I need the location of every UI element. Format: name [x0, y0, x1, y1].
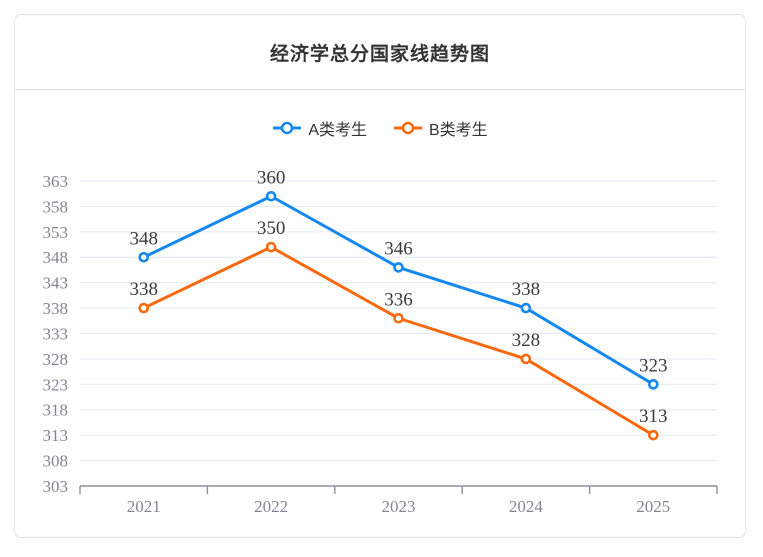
- x-tick-label: 2021: [127, 497, 161, 516]
- data-label: 346: [384, 238, 413, 259]
- y-tick-label: 338: [43, 299, 69, 318]
- data-label: 348: [129, 228, 158, 249]
- y-tick-label: 308: [43, 452, 69, 471]
- x-tick-label: 2022: [254, 497, 288, 516]
- y-tick-label: 333: [43, 324, 69, 343]
- chart-title: 经济学总分国家线趋势图: [269, 43, 490, 65]
- data-point[interactable]: [647, 379, 659, 390]
- line-chart: 303 308 313 318 323 328 333 338 343 348 353 358 363 2…: [43, 167, 718, 516]
- data-point[interactable]: [393, 312, 404, 324]
- data-point[interactable]: [520, 302, 532, 314]
- series-line-b: [142, 245, 655, 437]
- y-tick-label: 363: [43, 172, 69, 191]
- data-point[interactable]: [265, 190, 277, 202]
- x-tick-label: 2024: [509, 497, 544, 516]
- data-label: 338: [129, 279, 158, 300]
- y-tick-label: 313: [43, 426, 69, 445]
- chart-card: 经济学总分国家线趋势图 A类考生 B类考生 303 308 313 318 323 328 3…: [14, 14, 746, 538]
- data-label: 323: [639, 355, 668, 376]
- y-tick-label: 323: [43, 375, 69, 394]
- x-tick-label: 2025: [636, 497, 670, 516]
- legend-line-icon: [394, 121, 422, 135]
- data-label: 360: [257, 167, 286, 188]
- data-label: 336: [384, 289, 413, 310]
- y-tick-label: 353: [43, 223, 69, 242]
- legend-icon-circle: [401, 121, 415, 135]
- legend-line-icon: [273, 121, 302, 135]
- data-label: 313: [639, 406, 668, 427]
- y-tick-label: 343: [43, 274, 69, 293]
- data-point[interactable]: [265, 241, 277, 253]
- y-tick-label: 303: [43, 477, 69, 496]
- data-point[interactable]: [138, 251, 149, 263]
- legend-label: A类考生: [308, 122, 367, 139]
- legend: A类考生 B类考生: [15, 116, 745, 140]
- data-label: 350: [257, 218, 286, 239]
- data-label: 328: [512, 330, 541, 351]
- y-tick-label: 358: [43, 197, 69, 216]
- data-point[interactable]: [520, 353, 532, 365]
- data-point[interactable]: [647, 429, 659, 441]
- chart-card-body: A类考生 B类考生 303 308 313 318 323 328 333 338 343 348 3…: [15, 90, 745, 538]
- y-tick-label: 328: [43, 350, 69, 369]
- legend-icon-circle: [281, 121, 294, 135]
- x-tick-label: 2023: [382, 497, 416, 516]
- chart-card-header: 经济学总分国家线趋势图: [15, 15, 745, 90]
- legend-item-b[interactable]: B类考生: [393, 116, 488, 140]
- legend-label: B类考生: [429, 122, 488, 139]
- data-point[interactable]: [393, 262, 404, 273]
- y-tick-label: 318: [43, 401, 69, 420]
- legend-item-a[interactable]: A类考生: [272, 116, 367, 140]
- data-point[interactable]: [138, 302, 149, 314]
- data-label: 338: [512, 279, 541, 300]
- y-tick-label: 348: [43, 248, 69, 267]
